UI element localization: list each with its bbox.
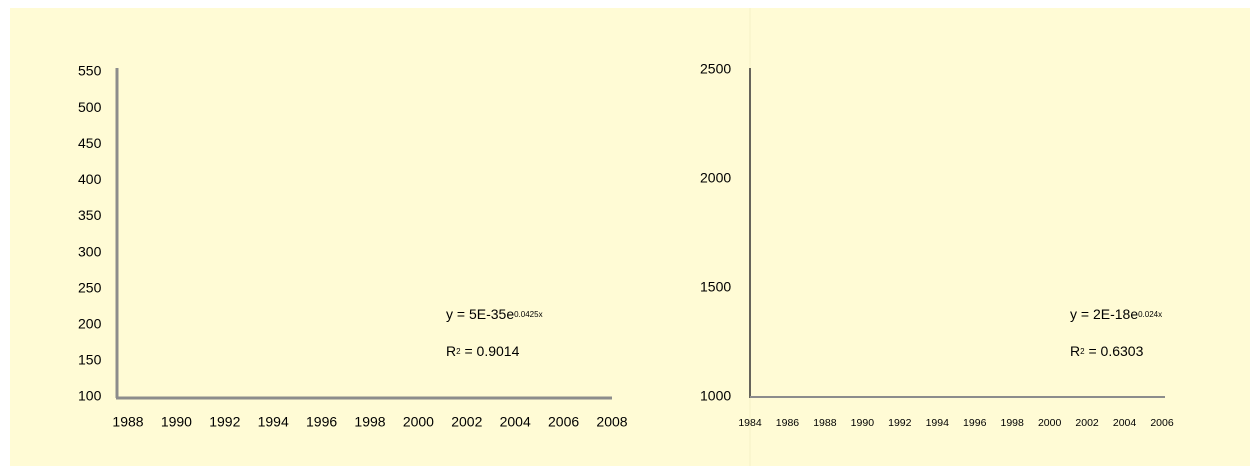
x-tick-label: 1990 — [161, 414, 192, 430]
annotation-text: R — [1070, 343, 1080, 359]
x-tick-label: 1984 — [738, 417, 762, 429]
trendline-label: y = 2E-18e0.024x — [1070, 306, 1162, 322]
trendline-label: y = 5E-35e0.0425x — [446, 306, 543, 322]
x-tick-label: 2008 — [596, 414, 627, 430]
annotation-text: = 0.6303 — [1085, 343, 1144, 359]
annotation-text: y = 5E-35e — [446, 306, 514, 322]
annotation-text: y = 2E-18e — [1070, 306, 1138, 322]
x-tick-label: 1986 — [776, 417, 800, 429]
x-tick-label: 2006 — [548, 414, 579, 430]
x-tick-label: 2002 — [451, 414, 482, 430]
y-tick-label: 350 — [78, 207, 102, 223]
x-tick-label: 2004 — [500, 414, 531, 430]
trendline-label: R2 = 0.6303 — [1070, 343, 1144, 359]
y-tick-label: 550 — [78, 63, 102, 79]
y-tick-label: 1000 — [700, 388, 731, 404]
annotation-superscript: 2 — [456, 347, 461, 356]
y-tick-label: 1500 — [700, 279, 731, 295]
y-tick-label: 200 — [78, 315, 102, 331]
x-tick-label: 1998 — [354, 414, 385, 430]
y-tick-label: 2000 — [700, 170, 731, 186]
x-tick-label: 2002 — [1075, 417, 1099, 429]
y-tick-label: 300 — [78, 243, 102, 259]
y-tick-label: 500 — [78, 99, 102, 115]
y-tick-label: 450 — [78, 135, 102, 151]
y-tick-label: 250 — [78, 279, 102, 295]
x-tick-label: 1994 — [926, 417, 950, 429]
x-tick-label: 1988 — [112, 414, 143, 430]
trendline-label: R2 = 0.9014 — [446, 343, 520, 359]
annotation-text: R — [446, 343, 456, 359]
y-tick-label: 400 — [78, 171, 102, 187]
x-tick-label: 1998 — [1001, 417, 1025, 429]
x-tick-label: 2006 — [1150, 417, 1174, 429]
annotation-text: = 0.9014 — [461, 343, 520, 359]
y-tick-label: 2500 — [700, 61, 731, 77]
annotation-superscript: 2 — [1080, 347, 1085, 356]
x-tick-label: 1992 — [888, 417, 912, 429]
x-tick-label: 2004 — [1113, 417, 1137, 429]
background — [10, 8, 1250, 466]
x-tick-label: 1996 — [306, 414, 337, 430]
x-tick-label: 1988 — [813, 417, 837, 429]
x-tick-label: 2000 — [1038, 417, 1062, 429]
x-tick-label: 1992 — [209, 414, 240, 430]
y-tick-label: 100 — [78, 388, 102, 404]
x-tick-label: 1990 — [851, 417, 875, 429]
annotation-superscript: 0.0425x — [514, 310, 542, 319]
x-tick-label: 2000 — [403, 414, 434, 430]
annotation-superscript: 0.024x — [1138, 310, 1162, 319]
y-tick-label: 150 — [78, 352, 102, 368]
x-tick-label: 1996 — [963, 417, 987, 429]
x-tick-label: 1994 — [258, 414, 289, 430]
